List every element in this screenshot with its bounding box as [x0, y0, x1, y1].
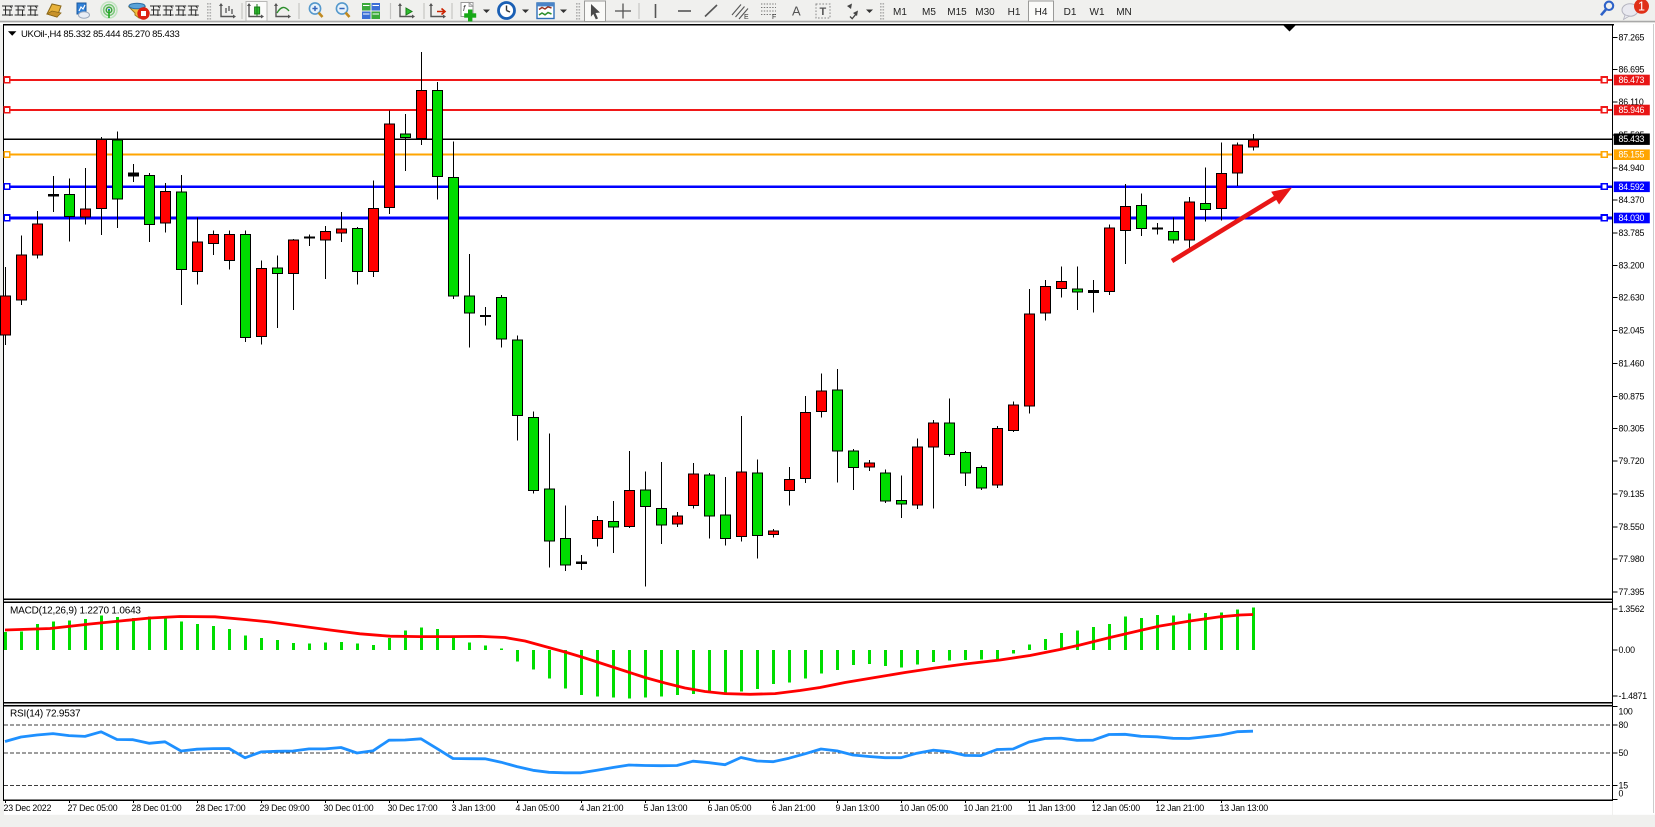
svg-text:28 Dec 17:00: 28 Dec 17:00	[196, 803, 246, 813]
svg-text:84.370: 84.370	[1619, 195, 1645, 205]
svg-text:84.940: 84.940	[1619, 163, 1645, 173]
svg-text:4 Jan 21:00: 4 Jan 21:00	[580, 803, 624, 813]
svg-text:5 Jan 13:00: 5 Jan 13:00	[644, 803, 688, 813]
svg-text:83.200: 83.200	[1619, 261, 1645, 271]
svg-text:86.473: 86.473	[1619, 75, 1645, 85]
svg-text:80.305: 80.305	[1619, 423, 1645, 433]
svg-text:MACD(12,26,9) 1.2270 1.0643: MACD(12,26,9) 1.2270 1.0643	[10, 606, 141, 617]
svg-text:3 Jan 13:00: 3 Jan 13:00	[452, 803, 496, 813]
svg-text:82.045: 82.045	[1619, 326, 1645, 336]
svg-text:D1: D1	[1064, 7, 1077, 18]
svg-text:1: 1	[1638, 0, 1645, 14]
svg-text:79.720: 79.720	[1619, 456, 1645, 466]
svg-text:1.3562: 1.3562	[1619, 604, 1645, 614]
svg-text:H4: H4	[1035, 7, 1048, 18]
svg-text:30 Dec 01:00: 30 Dec 01:00	[324, 803, 374, 813]
svg-text:4 Jan 05:00: 4 Jan 05:00	[516, 803, 560, 813]
svg-text:10 Jan 21:00: 10 Jan 21:00	[964, 803, 1013, 813]
svg-text:6 Jan 05:00: 6 Jan 05:00	[708, 803, 752, 813]
svg-text:80: 80	[1619, 720, 1629, 730]
svg-text:28 Dec 01:00: 28 Dec 01:00	[132, 803, 182, 813]
svg-text:M1: M1	[893, 7, 907, 18]
svg-text:77.395: 77.395	[1619, 587, 1645, 597]
svg-text:82.630: 82.630	[1619, 293, 1645, 303]
svg-text:0.00: 0.00	[1619, 645, 1636, 655]
svg-text:H1: H1	[1008, 7, 1021, 18]
svg-text:M5: M5	[922, 7, 936, 18]
svg-text:W1: W1	[1090, 7, 1105, 18]
svg-text:UKOil-,H4 85.332 85.444 85.27: UKOil-,H4 85.332 85.444 85.270 85.433	[21, 29, 179, 40]
svg-text:M15: M15	[947, 7, 967, 18]
svg-text:13 Jan 13:00: 13 Jan 13:00	[1220, 803, 1269, 813]
svg-text:81.460: 81.460	[1619, 358, 1645, 368]
svg-text:29 Dec 09:00: 29 Dec 09:00	[260, 803, 310, 813]
svg-text:A: A	[792, 4, 801, 19]
svg-text:10 Jan 05:00: 10 Jan 05:00	[900, 803, 949, 813]
svg-text:12 Jan 21:00: 12 Jan 21:00	[1156, 803, 1205, 813]
svg-text:6 Jan 21:00: 6 Jan 21:00	[772, 803, 816, 813]
svg-text:79.135: 79.135	[1619, 489, 1645, 499]
svg-text:M30: M30	[975, 7, 995, 18]
svg-text:84.592: 84.592	[1619, 182, 1645, 192]
svg-text:50: 50	[1619, 748, 1629, 758]
svg-text:E: E	[744, 14, 749, 21]
svg-text:84.030: 84.030	[1619, 213, 1645, 223]
svg-text:f: f	[463, 4, 466, 13]
svg-text:23 Dec 2022: 23 Dec 2022	[4, 803, 52, 813]
svg-text:100: 100	[1619, 707, 1633, 717]
svg-text:T: T	[820, 6, 827, 18]
svg-text:80.875: 80.875	[1619, 391, 1645, 401]
svg-text:F: F	[772, 14, 776, 21]
svg-text:86.110: 86.110	[1619, 97, 1644, 107]
svg-text:86.695: 86.695	[1619, 64, 1645, 74]
svg-text:0: 0	[1619, 789, 1624, 799]
svg-text:83.785: 83.785	[1619, 228, 1645, 238]
svg-text:MN: MN	[1116, 7, 1132, 18]
svg-text:11 Jan 13:00: 11 Jan 13:00	[1028, 803, 1076, 813]
svg-text:85.433: 85.433	[1619, 134, 1645, 144]
svg-text:15: 15	[1619, 780, 1629, 790]
svg-text:78.550: 78.550	[1619, 522, 1645, 532]
svg-text:27 Dec 05:00: 27 Dec 05:00	[68, 803, 118, 813]
svg-text:-1.4871: -1.4871	[1619, 691, 1648, 701]
svg-text:87.265: 87.265	[1619, 32, 1645, 42]
svg-text:85.946: 85.946	[1619, 105, 1645, 115]
svg-text:RSI(14) 72.9537: RSI(14) 72.9537	[10, 709, 81, 720]
svg-text:77.980: 77.980	[1619, 554, 1645, 564]
svg-text:9 Jan 13:00: 9 Jan 13:00	[836, 803, 880, 813]
svg-text:30 Dec 17:00: 30 Dec 17:00	[388, 803, 438, 813]
svg-text:85.155: 85.155	[1619, 150, 1645, 160]
svg-text:12 Jan 05:00: 12 Jan 05:00	[1092, 803, 1141, 813]
